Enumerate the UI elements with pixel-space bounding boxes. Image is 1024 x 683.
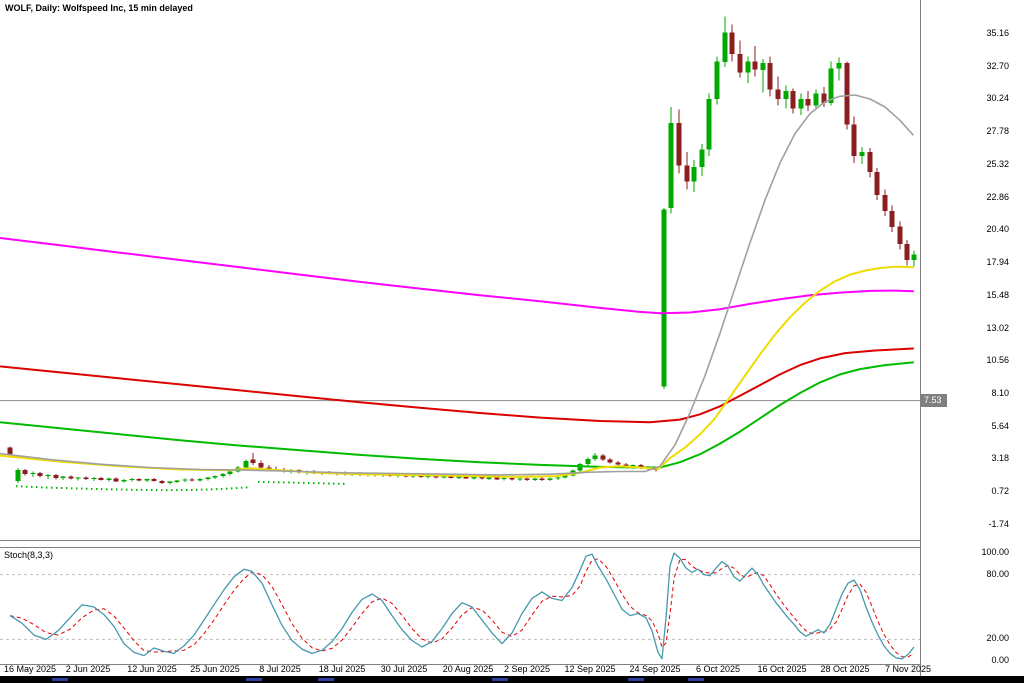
time-axis-label: 7 Nov 2025 bbox=[884, 664, 932, 674]
bottom-bar-marker bbox=[688, 678, 704, 681]
fractal-dots-2 bbox=[257, 480, 346, 485]
time-axis-label: 20 Aug 2025 bbox=[442, 664, 494, 674]
bottom-bar-marker bbox=[318, 678, 334, 681]
bottom-bar bbox=[0, 676, 1024, 683]
price-axis-label: 5.64 bbox=[991, 421, 1009, 431]
price-axis-label: 30.24 bbox=[986, 93, 1009, 103]
indicator-axis-label: 0.00 bbox=[991, 655, 1009, 665]
stoch-main-line bbox=[9, 552, 915, 660]
price-axis-label: 10.56 bbox=[986, 355, 1009, 365]
price-chart-panel[interactable] bbox=[0, 0, 920, 541]
candlesticks bbox=[7, 16, 917, 485]
price-axis-label: 25.32 bbox=[986, 159, 1009, 169]
price-axis-label: 0.72 bbox=[991, 486, 1009, 496]
indicator-axis-label: 100.00 bbox=[981, 547, 1009, 557]
ma-magenta bbox=[0, 237, 914, 315]
price-chart-canvas[interactable] bbox=[0, 0, 920, 540]
ma-gray bbox=[0, 94, 914, 476]
chart-title: WOLF, Daily: Wolfspeed Inc, 15 min delay… bbox=[5, 3, 193, 13]
fractal-dots-1 bbox=[15, 485, 251, 492]
price-axis[interactable]: 35.16 32.70 30.24 27.78 25.32 22.86 20.40 17.94… bbox=[921, 0, 1024, 546]
time-axis-label: 12 Jun 2025 bbox=[127, 664, 177, 674]
ma-yellow bbox=[0, 265, 914, 478]
price-axis-label: 22.86 bbox=[986, 192, 1009, 202]
indicator-axis-label: 80.00 bbox=[986, 569, 1009, 579]
time-axis[interactable]: 16 May 2025 2 Jun 2025 12 Jun 2025 25 Jun 2… bbox=[0, 664, 1024, 676]
bottom-bar-marker bbox=[492, 678, 508, 681]
bottom-bar-marker bbox=[628, 678, 644, 681]
bottom-bar-marker bbox=[52, 678, 68, 681]
time-axis-label: 16 May 2025 bbox=[3, 664, 57, 674]
price-axis-label: 15.48 bbox=[986, 290, 1009, 300]
bottom-bar-marker bbox=[246, 678, 262, 681]
ma-red bbox=[0, 347, 914, 424]
indicator-axis-label: 20.00 bbox=[986, 633, 1009, 643]
price-axis-label: 27.78 bbox=[986, 126, 1009, 136]
price-axis-label: 17.94 bbox=[986, 257, 1009, 267]
time-axis-label: 12 Sep 2025 bbox=[564, 664, 616, 674]
time-axis-label: 28 Oct 2025 bbox=[820, 664, 870, 674]
stoch-signal-line bbox=[9, 558, 915, 658]
price-axis-label: 3.18 bbox=[991, 453, 1009, 463]
ma-green bbox=[0, 361, 914, 469]
time-axis-label: 18 Jul 2025 bbox=[318, 664, 366, 674]
time-axis-label: 30 Jul 2025 bbox=[380, 664, 428, 674]
price-axis-label: 35.16 bbox=[986, 28, 1009, 38]
time-axis-label: 6 Oct 2025 bbox=[695, 664, 741, 674]
price-axis-label: -1.74 bbox=[988, 519, 1009, 529]
time-axis-label: 25 Jun 2025 bbox=[190, 664, 240, 674]
indicator-axis[interactable]: 100.00 80.00 20.00 0.00 bbox=[921, 547, 1024, 665]
stochastic-canvas[interactable] bbox=[0, 548, 920, 664]
time-axis-label: 24 Sep 2025 bbox=[629, 664, 681, 674]
time-axis-label: 2 Jun 2025 bbox=[65, 664, 111, 674]
price-axis-label: 20.40 bbox=[986, 224, 1009, 234]
current-price-badge: 7.53 bbox=[921, 394, 947, 407]
stochastic-panel[interactable] bbox=[0, 547, 920, 665]
price-axis-label: 32.70 bbox=[986, 61, 1009, 71]
axis-separator bbox=[920, 0, 921, 677]
price-axis-label: 8.10 bbox=[991, 388, 1009, 398]
stochastic-label: Stoch(8,3,3) bbox=[4, 550, 54, 560]
time-axis-label: 16 Oct 2025 bbox=[757, 664, 807, 674]
price-axis-label: 13.02 bbox=[986, 323, 1009, 333]
time-axis-label: 2 Sep 2025 bbox=[503, 664, 551, 674]
time-axis-label: 8 Jul 2025 bbox=[259, 664, 301, 674]
